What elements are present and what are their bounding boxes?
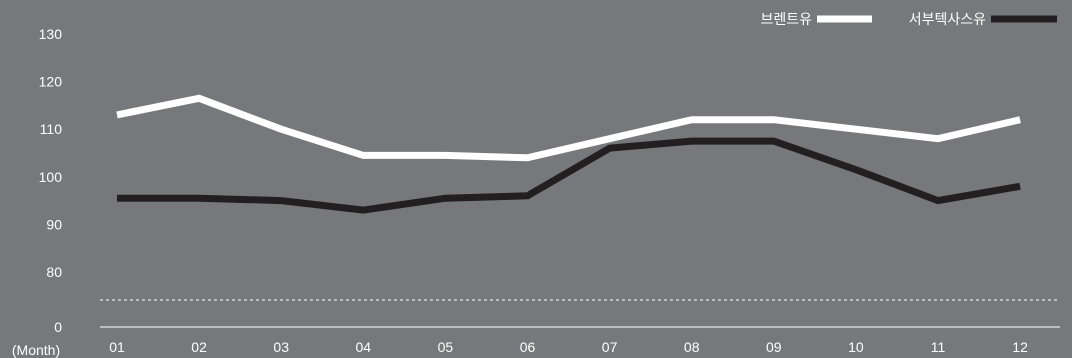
legend: 브렌트유 서부텍사스유 — [760, 11, 1057, 27]
series-line-1 — [117, 137, 1021, 214]
x-axis: 01 02 03 04 05 06 07 08 09 10 11 12 — [109, 339, 1028, 355]
x-tick-label: 07 — [602, 339, 618, 355]
x-tick-label: 08 — [684, 339, 700, 355]
x-axis-label: (Month) — [12, 342, 60, 358]
x-tick-label: 10 — [848, 339, 864, 355]
series-lines — [116, 94, 1021, 214]
x-tick-label: 06 — [520, 339, 536, 355]
x-tick-label: 12 — [1012, 339, 1028, 355]
x-tick-label: 03 — [273, 339, 289, 355]
legend-label-1: 서부텍사스유 — [909, 11, 986, 27]
x-tick-label: 05 — [438, 339, 454, 355]
y-axis: 0 80 90 100 110 120 130 — [39, 26, 63, 335]
x-tick-label: 09 — [766, 339, 782, 355]
y-tick-label: 100 — [39, 169, 63, 185]
series-line-0 — [116, 94, 1021, 162]
y-tick-label: 130 — [39, 26, 63, 42]
y-tick-label: 110 — [40, 121, 63, 137]
x-tick-label: 04 — [356, 339, 372, 355]
y-tick-label: 90 — [46, 216, 62, 232]
x-tick-label: 11 — [931, 339, 946, 355]
y-tick-label: 120 — [39, 74, 63, 90]
y-tick-label: 80 — [46, 264, 62, 280]
x-tick-label: 02 — [191, 339, 207, 355]
y-tick-label: 0 — [54, 319, 62, 335]
x-tick-label: 01 — [109, 339, 125, 355]
legend-label-0: 브렌트유 — [760, 11, 812, 27]
